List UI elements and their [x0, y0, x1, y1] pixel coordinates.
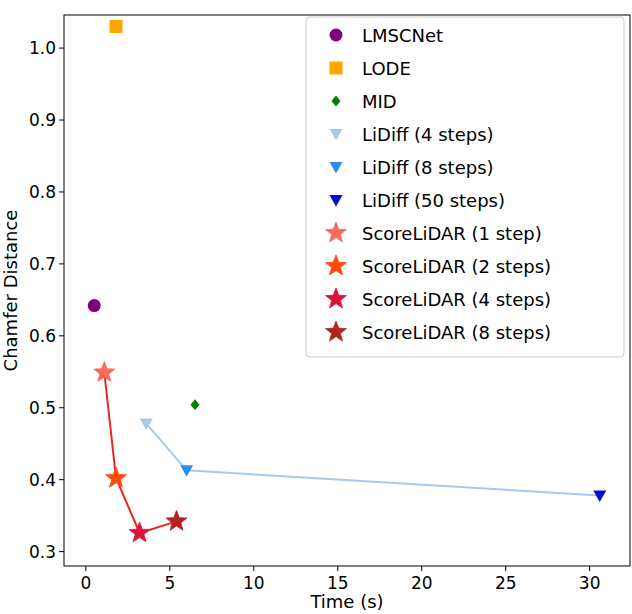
x-tick-label: 10	[243, 573, 265, 593]
legend-marker	[330, 62, 343, 75]
y-tick	[59, 335, 64, 336]
data-point	[140, 419, 153, 431]
legend-marker	[330, 162, 343, 174]
legend-label: ScoreLiDAR (8 steps)	[362, 322, 551, 343]
data-point	[180, 465, 193, 477]
data-point	[593, 491, 606, 503]
x-tick-label: 5	[164, 573, 175, 593]
chart: 0 5 10 15 20 25 30 0.3 0.4 0.5 0.6 0.7 0.8 0.9 1.0 Time…	[0, 0, 632, 614]
legend-label: LODE	[362, 58, 411, 79]
y-tick	[59, 263, 64, 264]
connecting-line	[104, 373, 176, 533]
x-tick	[169, 566, 170, 571]
data-point	[94, 362, 115, 382]
y-tick-label: 0.4	[29, 470, 56, 490]
plot-background	[64, 15, 630, 566]
legend-marker	[326, 222, 347, 242]
legend-label: ScoreLiDAR (2 steps)	[362, 256, 551, 277]
y-tick	[59, 48, 64, 49]
x-tick-label: 30	[579, 573, 601, 593]
legend-marker	[326, 321, 347, 341]
y-axis-label: Chamfer Distance	[0, 210, 21, 372]
x-tick	[589, 566, 590, 571]
legend-marker	[326, 255, 347, 275]
x-tick-label: 0	[80, 573, 91, 593]
legend-box	[306, 17, 624, 357]
data-point	[166, 510, 187, 530]
connecting-line	[146, 424, 599, 496]
data-point	[191, 399, 200, 410]
data-point	[110, 20, 123, 33]
y-tick-label: 1.0	[29, 38, 56, 58]
y-tick	[59, 407, 64, 408]
x-tick-label: 20	[411, 573, 433, 593]
legend-marker	[330, 129, 343, 141]
y-tick-label: 0.3	[29, 542, 56, 562]
legend-marker	[330, 195, 343, 207]
legend-label: MID	[362, 91, 397, 112]
y-tick-label: 0.8	[29, 182, 56, 202]
x-tick-label: 25	[495, 573, 517, 593]
y-tick-label: 0.5	[29, 398, 56, 418]
y-tick	[59, 551, 64, 552]
plot-frame	[64, 15, 630, 566]
y-tick	[59, 479, 64, 480]
legend-marker	[330, 29, 343, 42]
legend-label: LiDiff (50 steps)	[362, 190, 505, 211]
x-tick-label: 15	[327, 573, 349, 593]
legend-label: ScoreLiDAR (1 step)	[362, 223, 542, 244]
y-tick	[59, 120, 64, 121]
y-tick-label: 0.7	[29, 254, 56, 274]
x-tick	[421, 566, 422, 571]
y-tick-label: 0.6	[29, 326, 56, 346]
legend-marker	[326, 288, 347, 308]
x-tick	[337, 566, 338, 571]
legend-label: ScoreLiDAR (4 steps)	[362, 289, 551, 310]
legend: LMSCNet LODE MID LiDiff (4 steps) LiDiff (8 …	[306, 17, 624, 357]
legend-label: LMSCNet	[362, 25, 443, 46]
legend-label: LiDiff (8 steps)	[362, 157, 494, 178]
y-tick-label: 0.9	[29, 110, 56, 130]
x-tick	[85, 566, 86, 571]
y-tick	[59, 191, 64, 192]
legend-label: LiDiff (4 steps)	[362, 124, 494, 145]
data-point	[129, 522, 150, 542]
x-axis-label: Time (s)	[309, 591, 383, 612]
x-tick	[505, 566, 506, 571]
data-point	[88, 299, 101, 312]
x-tick	[253, 566, 254, 571]
data-point	[106, 467, 127, 487]
legend-marker	[332, 96, 341, 107]
